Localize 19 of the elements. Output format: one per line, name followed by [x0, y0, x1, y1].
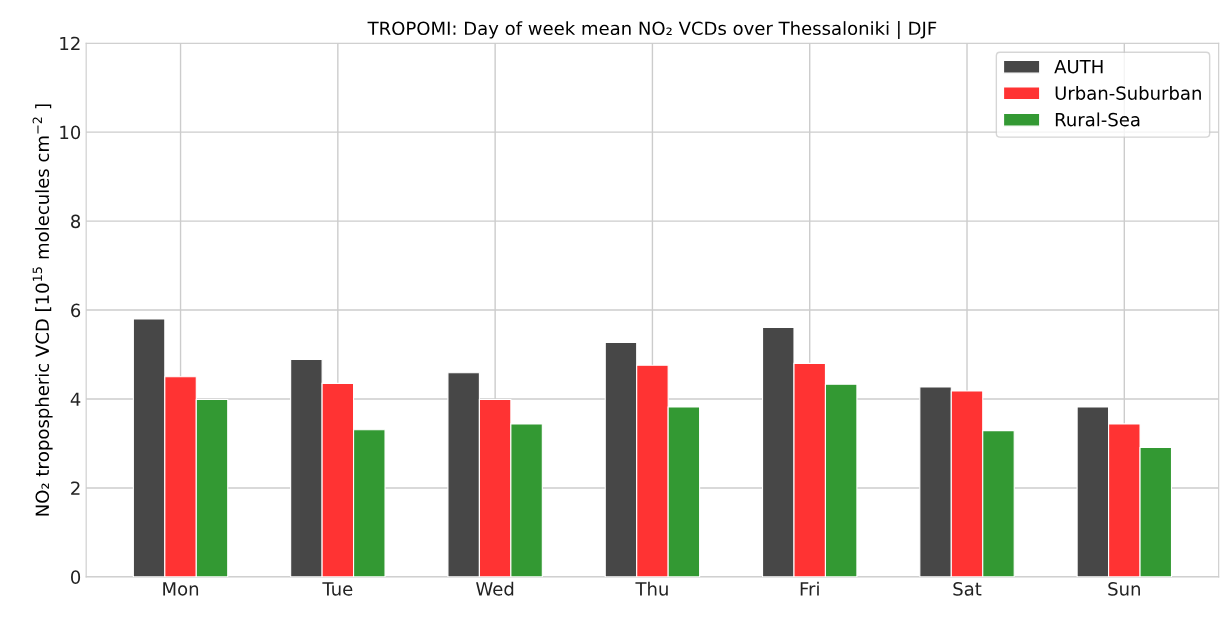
- y-tick-label: 6: [71, 303, 81, 318]
- y-tick-label: 4: [70, 392, 81, 406]
- x-tick-label: Sun: [1108, 582, 1140, 596]
- y-tick-label: 8: [71, 214, 81, 229]
- legend-label: Urban-Suburban: [1055, 85, 1201, 100]
- chart-title: TROPOMI: Day of week mean NO₂ VCDs over Thessaloniki | DJF: [367, 21, 937, 40]
- y-axis-title: NO₂ tropospheric VCD [10$^{15}$ molecules cm$^{−2}$ ]: [32, 104, 53, 516]
- x-tick-label: Mon: [163, 582, 199, 596]
- x-tick-label: Sat: [953, 582, 982, 596]
- legend-label: Rural-Sea: [1055, 112, 1140, 127]
- x-tick-label: Tue: [322, 582, 353, 596]
- x-tick-label: Thu: [635, 581, 668, 596]
- legend-label: AUTH: [1054, 60, 1103, 74]
- y-tick-label: 10: [60, 125, 81, 140]
- x-tick-label: Wed: [476, 581, 514, 596]
- x-tick-label: Fri: [800, 581, 819, 596]
- y-tick-label: 12: [60, 36, 80, 51]
- y-tick-label: 2: [71, 481, 80, 495]
- y-tick-label: 0: [71, 570, 81, 585]
